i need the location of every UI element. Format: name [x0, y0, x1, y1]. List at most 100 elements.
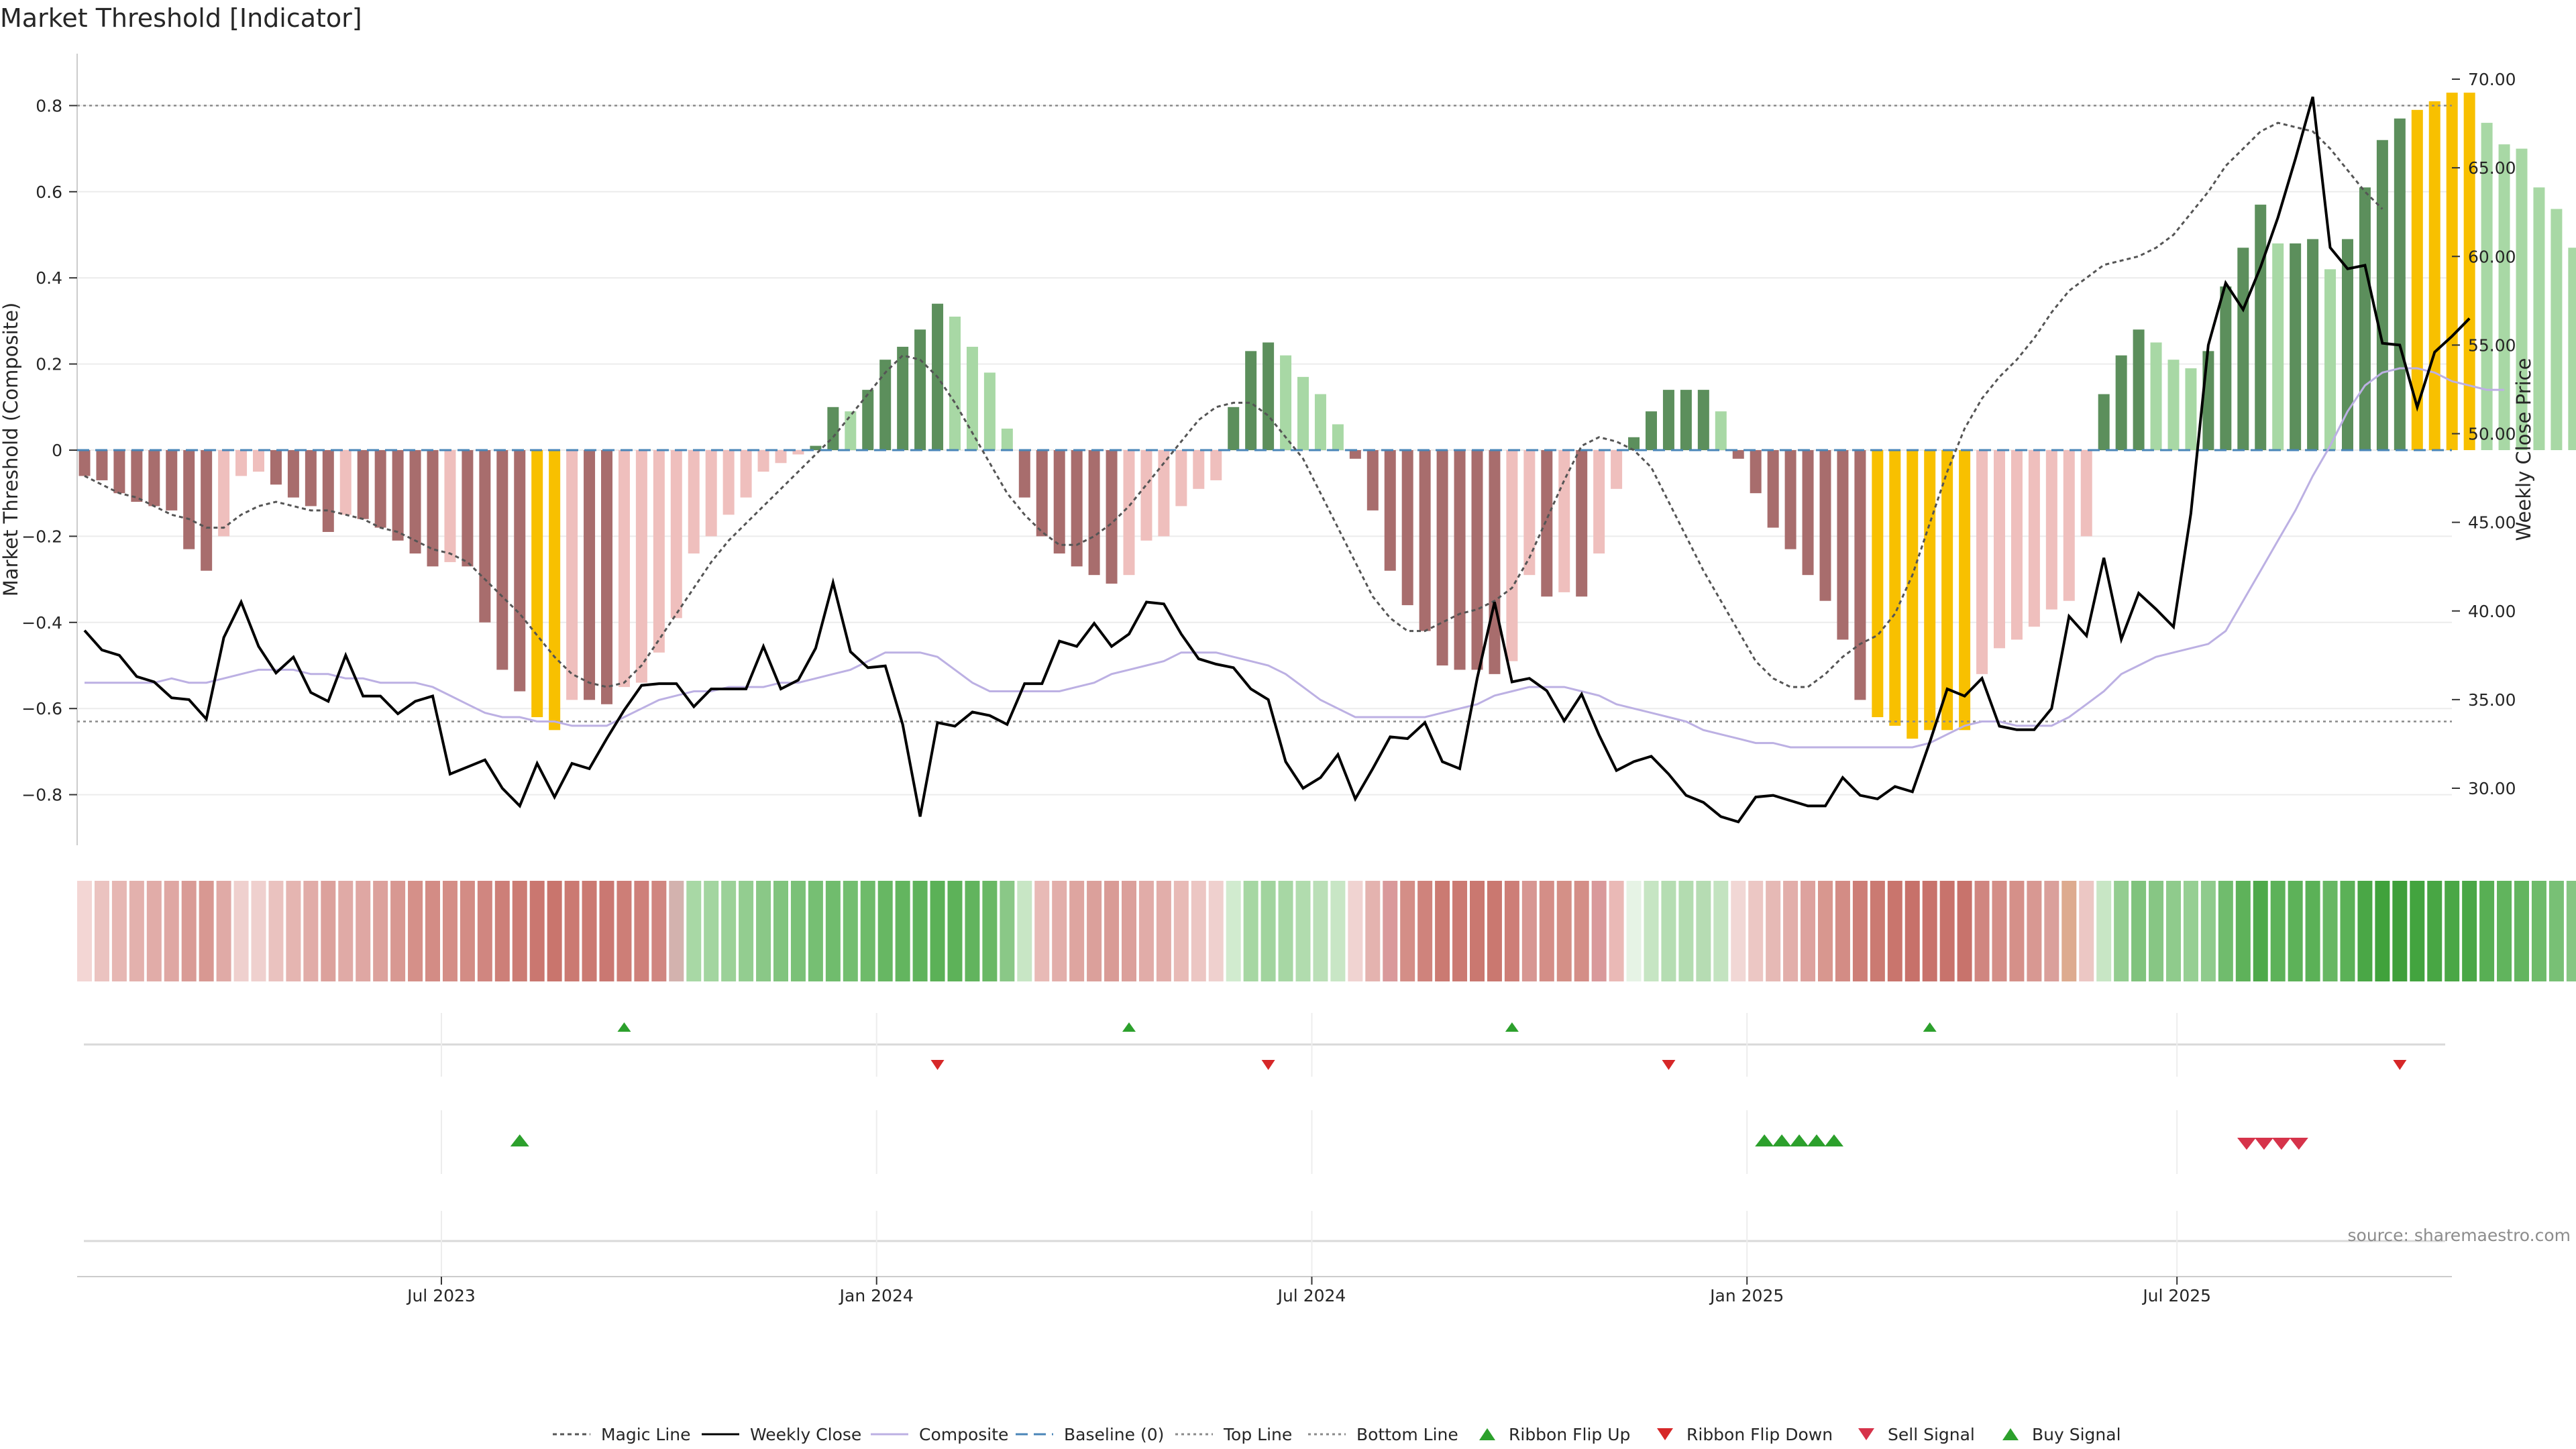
ribbon-cell [1818, 881, 1833, 981]
ribbon-cell [1295, 881, 1311, 981]
legend-marker-down [1858, 1428, 1874, 1440]
ribbon-cell [303, 881, 319, 981]
sell-signal-marker [2289, 1138, 2308, 1150]
ribbon-cell [1278, 881, 1293, 981]
buy-signal-marker [1790, 1134, 1809, 1146]
right-axis-ticks: 70.00 65.00 60.00 55.00 50.00 45.00 40.00 35.00… [2452, 70, 2516, 798]
ribbon-cell [825, 881, 841, 981]
composite-bar [1419, 450, 1431, 631]
composite-bar [183, 450, 195, 549]
ribbon-cell [704, 881, 719, 981]
ribbon-flip-down-marker [1261, 1060, 1275, 1070]
composite-bar [1558, 450, 1570, 592]
ribbon-cell [1313, 881, 1328, 981]
composite-bar [2080, 450, 2092, 537]
y-right-tick-label: 45.00 [2468, 513, 2516, 533]
magic-line [84, 121, 2383, 688]
ribbon-cell [129, 881, 144, 981]
composite-bar [1018, 450, 1030, 498]
ribbon-cell [1348, 881, 1363, 981]
ribbon-cell [1731, 881, 1746, 981]
x-tick-label: Jul 2024 [1277, 1286, 1346, 1305]
y-left-tick-label: 0 [52, 441, 62, 460]
composite-bar [427, 450, 439, 567]
composite-bar [2342, 239, 2353, 450]
composite-bar [1541, 450, 1553, 597]
ribbon-cell [164, 881, 179, 981]
legend-label: Bottom Line [1356, 1425, 1458, 1444]
ribbon-cell [686, 881, 702, 981]
y-left-tick-label: −0.6 [21, 699, 62, 718]
ribbon-cell [2183, 881, 2198, 981]
ribbon-cell [1574, 881, 1589, 981]
x-tick-label: Jul 2023 [406, 1286, 476, 1305]
composite-bar [462, 450, 474, 567]
composite-bar [2010, 450, 2023, 640]
buy-signal-marker [1755, 1134, 1774, 1146]
y-right-tick-label: 60.00 [2468, 247, 2516, 266]
composite-bar [148, 450, 160, 506]
composite-bar [845, 411, 857, 450]
composite-bar [392, 450, 404, 541]
legend-label: Baseline (0) [1064, 1425, 1164, 1444]
composite-bar [1245, 351, 1257, 450]
ribbon-cell [2061, 881, 2077, 981]
composite-bar [305, 450, 317, 506]
composite-bar [2481, 123, 2493, 450]
ribbon-flip-panel [84, 1013, 2445, 1077]
ribbon-cell [1260, 881, 1276, 981]
ribbon-cell [2009, 881, 2025, 981]
ribbon-cell [1801, 881, 1816, 981]
ribbon-cell [1556, 881, 1572, 981]
ribbon-cell [1017, 881, 1032, 981]
buy-signal-marker [1772, 1134, 1792, 1146]
ribbon-cell [1678, 881, 1694, 981]
composite-bar [775, 450, 787, 464]
composite-bar [584, 450, 596, 700]
composite-bar [2167, 360, 2180, 450]
ribbon-cell [216, 881, 231, 981]
composite-bar [549, 450, 561, 731]
composite-bar [1819, 450, 1831, 601]
ribbon-cell [1069, 881, 1085, 981]
y-left-tick-label: 0.8 [36, 96, 62, 115]
ribbon-cell [1138, 881, 1154, 981]
flip-panel-grid [440, 1013, 2178, 1077]
composite-bar [1175, 450, 1187, 506]
ribbon-cell [1087, 881, 1102, 981]
composite-bar [1384, 450, 1396, 571]
ribbon-cell [286, 881, 301, 981]
composite-bar [2220, 286, 2232, 450]
ribbon-cell [338, 881, 354, 981]
ribbon-flip-up-marker [1923, 1022, 1937, 1032]
composite-bar [1506, 450, 1518, 661]
y-right-tick-label: 70.00 [2468, 70, 2516, 89]
composite-bar [1611, 450, 1623, 489]
ribbon-cell [616, 881, 632, 981]
ribbon-cell [930, 881, 945, 981]
composite-bar [1280, 355, 1292, 450]
composite-bar [1193, 450, 1205, 489]
composite-bar [949, 316, 961, 450]
composite-bar [287, 450, 299, 498]
ribbon-cell [1922, 881, 1937, 981]
composite-bar [862, 390, 874, 450]
x-tick-label: Jan 2024 [839, 1286, 914, 1305]
composite-bar [1907, 450, 1919, 739]
composite-bar [444, 450, 456, 562]
ribbon-cell [1330, 881, 1346, 981]
composite-bar [1489, 450, 1501, 674]
ribbon-cell [2497, 881, 2512, 981]
composite-bar [1646, 411, 1657, 450]
composite-bar [2376, 140, 2388, 450]
composite-bar [2359, 187, 2371, 450]
signal-markers [510, 1134, 2308, 1150]
composite-bar [914, 329, 926, 450]
ribbon-cell [1208, 881, 1224, 981]
ribbon-cell [651, 881, 667, 981]
signal-panel [440, 1110, 2308, 1174]
ribbon-cell [94, 881, 109, 981]
sell-signal-marker [2271, 1138, 2291, 1150]
composite-bar [531, 450, 543, 718]
